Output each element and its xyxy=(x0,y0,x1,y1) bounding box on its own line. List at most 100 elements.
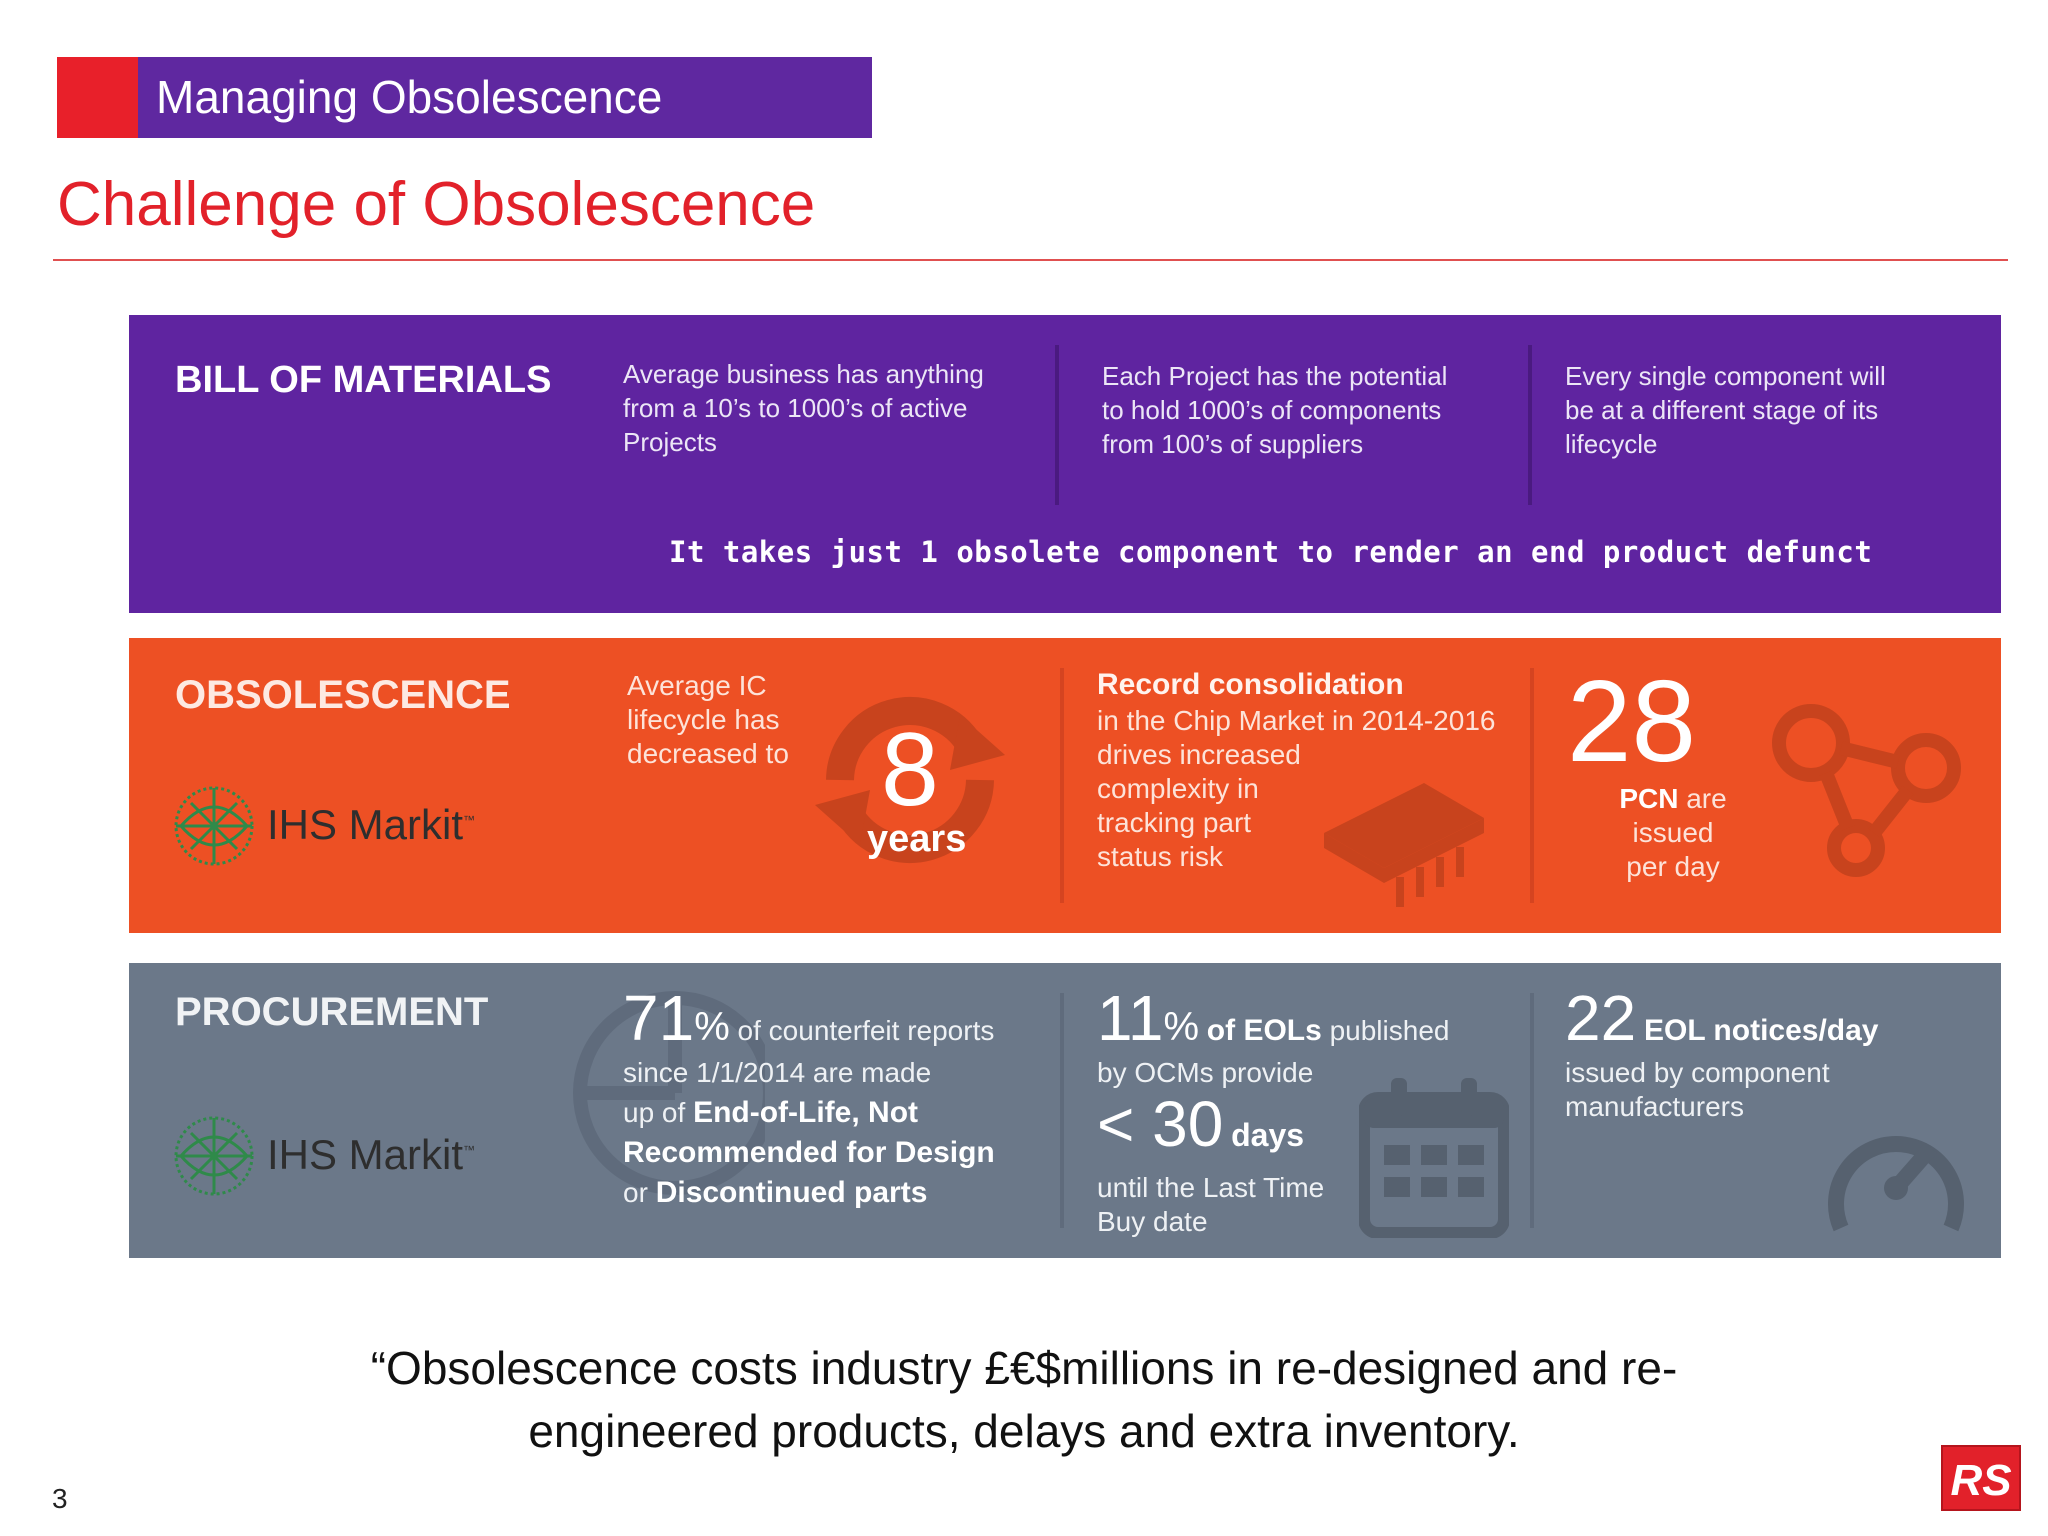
text-fragment: Discontinued parts xyxy=(655,1176,928,1209)
pcn-number: 28 xyxy=(1567,656,1697,786)
text-line: Average business has anything xyxy=(623,359,984,389)
text-line: complexity in xyxy=(1097,773,1259,804)
text-fragment: or xyxy=(623,1177,648,1208)
column-divider xyxy=(1055,345,1059,505)
column-divider xyxy=(1060,668,1064,903)
text-line: per day xyxy=(1626,851,1720,882)
text-line: 22 EOL notices/day xyxy=(1565,985,1879,1064)
text-line: until the Last Time xyxy=(1097,1172,1325,1203)
column-divider xyxy=(1530,993,1534,1228)
percent-sign: % xyxy=(1163,1005,1200,1049)
rs-logo-icon: RS xyxy=(1941,1445,2021,1511)
text-line: since 1/1/2014 are made xyxy=(623,1057,932,1088)
network-nodes-icon xyxy=(1772,704,1961,877)
text-fragment: End-of-Life, Not xyxy=(693,1096,919,1129)
column-divider xyxy=(1060,993,1064,1228)
procurement-band: PROCUREMENT IHS Markit™ 71% of counterfe… xyxy=(129,963,2001,1258)
bill-of-materials-band: BILL OF MATERIALS Average business has a… xyxy=(129,315,2001,613)
text-line: 11% of EOLs published xyxy=(1097,985,1449,1064)
bom-projects-text: Average business has anything from a 10’… xyxy=(623,357,984,459)
ihs-markit-logo: IHS Markit™ xyxy=(171,1113,475,1204)
text-fragment: EOL notices/day xyxy=(1643,1014,1879,1047)
pcn-label: PCN xyxy=(1619,783,1679,814)
counterfeit-number: 71 xyxy=(623,982,695,1054)
text-line: or Discontinued parts xyxy=(623,1176,995,1210)
text-line: status risk xyxy=(1097,841,1224,872)
text-line: PCN are xyxy=(1569,782,1777,816)
text-line: manufacturers xyxy=(1565,1091,1744,1122)
text-line: to hold 1000’s of components xyxy=(1102,395,1442,425)
eol-number: 11 xyxy=(1097,982,1164,1054)
text-line: lifecycle xyxy=(1565,429,1658,459)
procurement-title: PROCUREMENT xyxy=(175,990,489,1034)
pcn-text: PCN are issued per day xyxy=(1569,782,1777,884)
lifecycle-text: Average IC lifecycle has decreased to xyxy=(627,669,789,771)
text-fragment: of EOLs xyxy=(1206,1014,1322,1047)
text-line: up of End-of-Life, Not xyxy=(623,1096,995,1130)
text-line: tracking part xyxy=(1097,807,1252,838)
text-line: drives increased xyxy=(1097,739,1301,770)
ihs-globe-icon xyxy=(174,786,254,866)
last-time-buy-number: < 30 xyxy=(1097,1088,1224,1160)
bom-title: BILL OF MATERIALS xyxy=(175,359,552,401)
bom-tagline: It takes just 1 obsolete component to re… xyxy=(669,535,1873,569)
source-name: IHS Markit xyxy=(267,801,464,848)
text-line: lifecycle has xyxy=(627,704,780,735)
lifecycle-number: 8 xyxy=(881,712,939,828)
text-line: in the Chip Market in 2014-2016 xyxy=(1097,705,1496,736)
rs-logo: RS xyxy=(1941,1445,2021,1511)
calendar-icon xyxy=(1359,1078,1509,1238)
text-line: Recommended for Design xyxy=(623,1136,995,1170)
pie-chart-icon xyxy=(573,991,765,1195)
cycle-arrows-icon xyxy=(815,697,1005,863)
text-line: Every single component will xyxy=(1565,361,1886,391)
text-fragment: of counterfeit reports xyxy=(737,1015,995,1046)
text-line: from a 10’s to 1000’s of active xyxy=(623,393,968,423)
text-line: by OCMs provide xyxy=(1097,1057,1314,1088)
obsolescence-band: OBSOLESCENCE IHS Markit™ Average IC life… xyxy=(129,638,2001,933)
column-divider xyxy=(1530,668,1534,903)
text-line: decreased to xyxy=(627,738,789,769)
text-line: issued by component xyxy=(1565,1057,1830,1088)
text-line: issued xyxy=(1632,817,1714,848)
consolidation-text: in the Chip Market in 2014-2016 drives i… xyxy=(1097,704,1495,874)
lifecycle-unit: years xyxy=(867,818,967,860)
eol-stat: 11% of EOLs published by OCMs provide < … xyxy=(1097,985,1449,1239)
microchip-icon xyxy=(1324,783,1484,907)
percent-sign: % xyxy=(694,1005,730,1049)
text-line: be at a different stage of its xyxy=(1565,395,1879,425)
section-header-bar: Managing Obsolescence xyxy=(57,57,872,138)
quote-line: engineered products, delays and extra in… xyxy=(528,1405,1520,1457)
notices-number: 22 xyxy=(1565,982,1637,1054)
ihs-markit-text: IHS Markit™ xyxy=(267,801,476,848)
text-fragment: are xyxy=(1686,783,1727,814)
obsolescence-title: OBSOLESCENCE xyxy=(175,673,511,717)
bom-lifecycle-text: Every single component will be at a diff… xyxy=(1565,359,1886,461)
text-line: 71% of counterfeit reports xyxy=(623,985,995,1064)
quote-line: “Obsolescence costs industry £€$millions… xyxy=(370,1342,1678,1394)
text-line: Buy date xyxy=(1097,1206,1208,1237)
text-line: < 30 days xyxy=(1097,1090,1449,1171)
text-line: Each Project has the potential xyxy=(1102,361,1448,391)
page-number: 3 xyxy=(52,1483,68,1514)
title-divider xyxy=(53,259,2008,261)
text-line: from 100’s of suppliers xyxy=(1102,429,1364,459)
column-divider xyxy=(1528,345,1532,505)
text-fragment: up of xyxy=(623,1097,686,1128)
text-fragment: days xyxy=(1231,1117,1305,1153)
text-fragment: published xyxy=(1329,1015,1450,1046)
text-line: Average IC xyxy=(627,670,767,701)
text-fragment: Recommended for Design xyxy=(623,1136,995,1169)
ihs-markit-text: IHS Markit™ xyxy=(267,1131,476,1178)
source-name: IHS Markit xyxy=(267,1131,464,1178)
ihs-globe-icon xyxy=(174,1116,254,1196)
quote: “Obsolescence costs industry £€$millions… xyxy=(0,1337,2048,1463)
ihs-markit-logo: IHS Markit™ xyxy=(171,783,475,874)
consolidation-title: Record consolidation xyxy=(1097,668,1404,701)
eol-notices-stat: 22 EOL notices/day issued by component m… xyxy=(1565,985,1879,1124)
bom-components-text: Each Project has the potential to hold 1… xyxy=(1102,359,1447,461)
text-line: Projects xyxy=(623,427,717,457)
section-label: Managing Obsolescence xyxy=(156,71,663,123)
speedometer-icon xyxy=(1828,1136,1964,1232)
section-accent-block xyxy=(57,57,138,138)
